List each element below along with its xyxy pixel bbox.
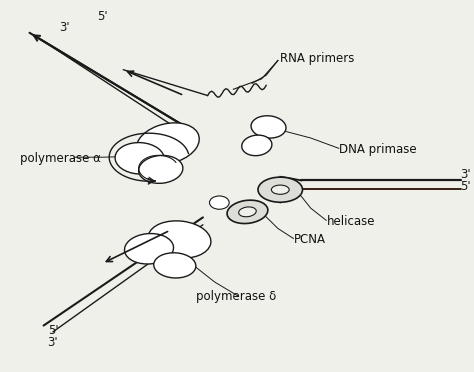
Ellipse shape [271,185,289,194]
Ellipse shape [136,123,199,164]
Text: PCNA: PCNA [294,233,326,246]
Ellipse shape [148,221,211,258]
Text: DNA primase: DNA primase [339,142,417,155]
Ellipse shape [258,177,302,202]
Ellipse shape [251,116,286,138]
Text: helicase: helicase [327,215,375,228]
Ellipse shape [115,142,164,174]
Text: 5': 5' [47,324,58,337]
Ellipse shape [154,253,196,278]
Text: 3': 3' [59,21,70,34]
Text: polymerase α: polymerase α [20,152,101,165]
Ellipse shape [210,196,229,209]
Text: polymerase δ: polymerase δ [196,290,276,303]
Text: 3': 3' [47,336,58,349]
Text: 5': 5' [460,180,470,193]
Ellipse shape [238,207,256,217]
Text: 3': 3' [460,169,470,182]
Ellipse shape [242,135,272,155]
Ellipse shape [138,155,183,183]
Text: RNA primers: RNA primers [280,52,355,65]
Text: 5': 5' [97,10,108,23]
Ellipse shape [125,234,173,264]
Ellipse shape [227,200,268,224]
